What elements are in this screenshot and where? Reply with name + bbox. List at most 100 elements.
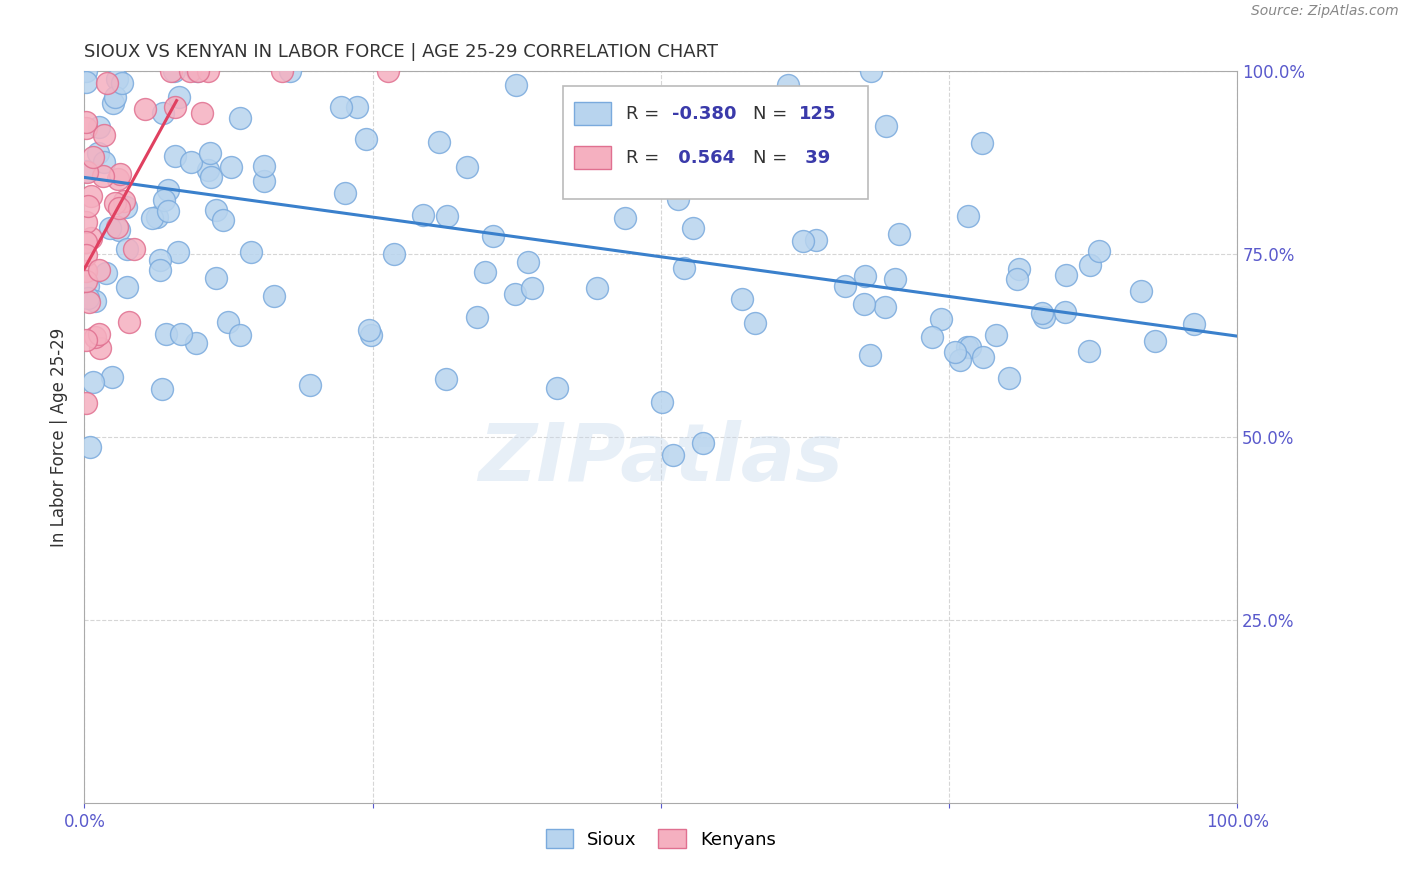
Text: SIOUX VS KENYAN IN LABOR FORCE | AGE 25-29 CORRELATION CHART: SIOUX VS KENYAN IN LABOR FORCE | AGE 25-… (84, 44, 718, 62)
Point (359, 323, 381, 337)
Point (661, 448, 683, 462)
Point (108, 222, 131, 236)
Point (972, 350, 994, 364)
Point (179, 64, 201, 78)
Point (943, 344, 966, 359)
Point (834, 278, 856, 293)
Point (98, 221, 121, 235)
Point (115, 243, 138, 257)
Point (169, 89, 191, 103)
Point (83, 330, 105, 344)
Point (219, 160, 242, 174)
Point (1078, 258, 1101, 272)
Point (1129, 284, 1152, 298)
Point (115, 200, 138, 214)
Point (333, 186, 356, 201)
Point (75, 274, 97, 288)
Point (853, 297, 876, 311)
Point (75, 215, 97, 229)
Point (89, 341, 111, 355)
Point (91, 169, 114, 183)
Bar (575, 146, 612, 169)
Point (83, 294, 105, 309)
Text: N =: N = (754, 104, 793, 123)
Point (240, 244, 263, 259)
Point (75, 64, 97, 78)
Point (1078, 343, 1101, 358)
Point (959, 340, 981, 354)
Point (87, 326, 110, 341)
Point (186, 64, 208, 78)
Point (263, 289, 285, 303)
Point (205, 202, 228, 217)
Point (873, 300, 896, 314)
Point (148, 263, 170, 277)
Point (75, 75, 97, 89)
Point (96, 76, 118, 90)
Point (884, 272, 907, 286)
Point (614, 101, 637, 115)
Point (82, 150, 104, 164)
Point (75, 395, 97, 409)
Point (1143, 334, 1166, 349)
Point (110, 167, 132, 181)
Point (956, 340, 979, 354)
Point (200, 146, 222, 161)
Point (112, 194, 135, 209)
Point (481, 229, 503, 244)
Point (921, 330, 943, 344)
Point (346, 100, 368, 114)
Point (87, 120, 110, 134)
Point (253, 159, 276, 173)
Point (806, 233, 828, 247)
Point (197, 162, 219, 177)
Point (586, 281, 609, 295)
Point (155, 326, 177, 341)
Point (108, 201, 131, 215)
Point (427, 135, 450, 149)
Point (682, 221, 704, 235)
Point (118, 314, 141, 328)
Point (205, 271, 228, 285)
Point (184, 335, 207, 350)
FancyBboxPatch shape (562, 86, 869, 200)
Point (229, 327, 252, 342)
Text: Source: ZipAtlas.com: Source: ZipAtlas.com (1251, 4, 1399, 19)
Point (505, 78, 527, 93)
Point (152, 382, 174, 396)
Point (792, 234, 814, 248)
Point (520, 281, 543, 295)
Point (731, 292, 754, 306)
Point (212, 212, 235, 227)
Point (187, 64, 209, 78)
Point (166, 244, 188, 259)
Point (1054, 305, 1077, 319)
Point (228, 111, 250, 125)
Point (170, 327, 193, 342)
Point (105, 72, 128, 87)
Point (104, 90, 127, 104)
Point (1005, 272, 1028, 286)
Point (744, 316, 766, 330)
Point (89, 262, 111, 277)
Point (360, 327, 382, 342)
Point (75, 264, 97, 278)
Point (152, 105, 174, 120)
Point (651, 394, 673, 409)
Point (841, 176, 863, 190)
Point (100, 370, 122, 384)
Point (672, 260, 695, 275)
Point (163, 149, 186, 163)
Bar (575, 102, 612, 126)
Point (111, 77, 134, 91)
Point (75, 115, 97, 129)
Point (82, 375, 104, 389)
Point (661, 134, 683, 148)
Text: 0.564: 0.564 (672, 149, 735, 167)
Point (330, 100, 353, 114)
Point (1008, 262, 1031, 277)
Point (436, 209, 458, 223)
Point (124, 243, 146, 257)
Point (141, 211, 163, 225)
Point (75, 333, 97, 347)
